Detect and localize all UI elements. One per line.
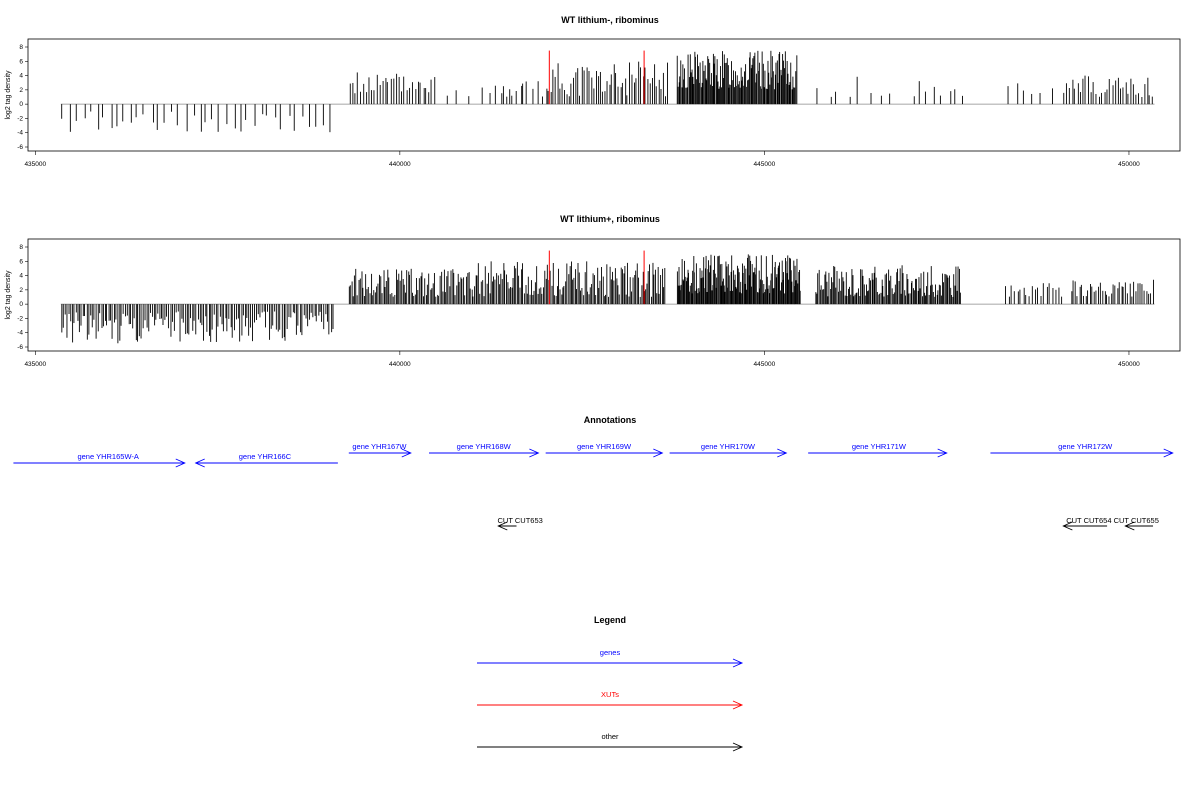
- legend: Legend genes XUTs other: [477, 615, 744, 752]
- arrow-head: [194, 458, 205, 468]
- y-tick-label: -6: [17, 144, 23, 151]
- gene-label: gene YHR165W-A: [77, 452, 138, 461]
- track-2: WT lithium+, ribominus log2 tag density …: [5, 214, 1181, 368]
- y-tick-label: -4: [17, 130, 23, 137]
- track-2-y-axis: 8 6 4 2 0 -2 -4 -6: [17, 244, 28, 351]
- arrow-head: [732, 658, 744, 668]
- x-tick-label: 445000: [754, 361, 776, 368]
- arrow-head: [529, 448, 540, 458]
- y-tick-label: -4: [17, 330, 23, 337]
- arrow-head: [1124, 521, 1135, 531]
- track-2-bars: [60, 250, 1155, 344]
- x-tick-label: 450000: [1118, 361, 1140, 368]
- x-tick-label: 435000: [24, 161, 46, 168]
- x-tick-label: 445000: [754, 161, 776, 168]
- track-1-title: WT lithium-, ribominus: [561, 15, 659, 25]
- track-1-y-axis: 8 6 4 2 0 -2 -4 -6: [17, 44, 28, 151]
- legend-label: XUTs: [601, 690, 619, 699]
- track-1-bars: [60, 50, 1155, 133]
- y-tick-label: 8: [19, 44, 23, 51]
- arrow-head: [175, 458, 186, 468]
- track-1-ylabel: log2 tag density: [5, 70, 12, 120]
- y-tick-label: -2: [17, 115, 23, 122]
- annotations-title: Annotations: [584, 415, 637, 425]
- arrow-head: [1163, 448, 1174, 458]
- gene-label: gene YHR172W: [1058, 442, 1113, 451]
- arrow-head: [732, 742, 744, 752]
- legend-items: genes XUTs other: [477, 648, 744, 752]
- legend-label: genes: [600, 648, 621, 657]
- cut-label: CUT CUT653: [498, 516, 543, 525]
- arrow-head: [732, 700, 744, 710]
- legend-title: Legend: [594, 615, 626, 625]
- gene-label: gene YHR168W: [457, 442, 512, 451]
- track-2-ylabel: log2 tag density: [5, 270, 12, 320]
- track-2-title: WT lithium+, ribominus: [560, 214, 660, 224]
- y-tick-label: 6: [19, 58, 23, 65]
- track-1: WT lithium-, ribominus log2 tag density …: [5, 15, 1181, 168]
- gene-label: gene YHR170W: [701, 442, 756, 451]
- gene-label: gene YHR167W: [352, 442, 407, 451]
- gene-label: gene YHR171W: [852, 442, 907, 451]
- y-tick-label: 0: [19, 101, 23, 108]
- y-tick-label: 2: [19, 287, 23, 294]
- x-tick-label: 435000: [24, 361, 46, 368]
- track-2-x-axis: 435000 440000 445000 450000: [24, 351, 1140, 368]
- arrow-head: [937, 448, 948, 458]
- y-tick-label: 2: [19, 87, 23, 94]
- legend-label: other: [601, 732, 619, 741]
- y-tick-label: 4: [19, 73, 23, 80]
- y-tick-label: 0: [19, 301, 23, 308]
- arrow-head: [1062, 521, 1073, 531]
- track-1-frame: [27, 38, 1181, 152]
- x-tick-label: 440000: [389, 161, 411, 168]
- gene-label: gene YHR169W: [577, 442, 632, 451]
- x-tick-label: 440000: [389, 361, 411, 368]
- y-tick-label: 6: [19, 258, 23, 265]
- gene-label: gene YHR166C: [239, 452, 292, 461]
- x-tick-label: 450000: [1118, 161, 1140, 168]
- arrow-head: [401, 448, 412, 458]
- cut-label: CUT CUT654: [1066, 516, 1111, 525]
- y-tick-label: -6: [17, 344, 23, 351]
- arrow-head: [497, 521, 508, 531]
- y-tick-label: -2: [17, 315, 23, 322]
- track-1-x-axis: 435000 440000 445000 450000: [24, 151, 1140, 168]
- other-annotations: CUT CUT653 CUT CUT654 CUT CUT655: [497, 516, 1159, 531]
- arrow-head: [653, 448, 664, 458]
- gene-annotations: gene YHR165W-A gene YHR166C gene YHR167W ge…: [13, 442, 1174, 468]
- y-tick-label: 4: [19, 273, 23, 280]
- y-tick-label: 8: [19, 244, 23, 251]
- track-2-frame: [27, 238, 1181, 352]
- arrow-head: [777, 448, 788, 458]
- cut-label: CUT CUT655: [1114, 516, 1159, 525]
- annotations-panel: Annotations gene YHR165W-A gene YHR166Cge…: [13, 415, 1174, 531]
